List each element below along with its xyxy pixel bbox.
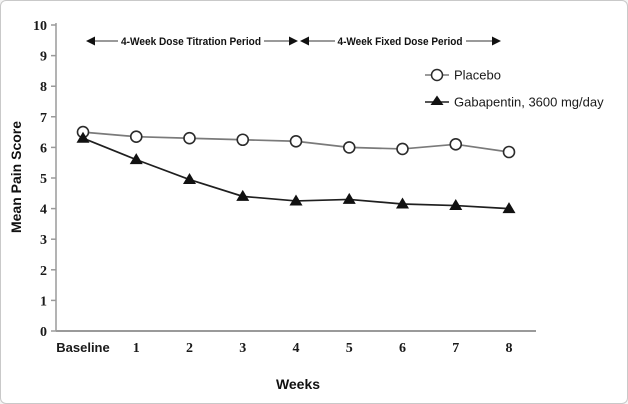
legend-item-gabapentin: Gabapentin, 3600 mg/day bbox=[425, 95, 604, 110]
x-axis-title: Weeks bbox=[276, 376, 320, 392]
placebo-marker bbox=[396, 142, 409, 156]
arrow-left-icon bbox=[300, 36, 309, 46]
y-axis-title: Mean Pain Score bbox=[8, 121, 24, 233]
dose-titration-period-annotation: 4-Week Dose Titration Period bbox=[86, 33, 298, 49]
y-tick-label: 5 bbox=[40, 172, 47, 187]
gabapentin-3600-mg-day-marker bbox=[289, 194, 303, 206]
titration-period-label: 4-Week Dose Titration Period bbox=[121, 36, 261, 48]
x-tick-label: 6 bbox=[399, 341, 406, 356]
x-tick-label: 5 bbox=[346, 341, 353, 356]
filled-triangle-icon bbox=[430, 95, 444, 105]
y-tick-label: 7 bbox=[40, 111, 47, 126]
arrow-left-icon bbox=[86, 36, 95, 46]
arrow-right-icon bbox=[492, 36, 501, 46]
x-tick-label: Baseline bbox=[56, 340, 109, 355]
y-tick-label: 6 bbox=[40, 141, 47, 156]
fixed-label-backdrop bbox=[335, 33, 466, 49]
y-tick-label: 1 bbox=[40, 294, 47, 309]
fixed-dose-period-annotation: 4-Week Fixed Dose Period bbox=[300, 33, 501, 49]
placebo-legend-label: Placebo bbox=[454, 68, 501, 83]
x-tick-label: 1 bbox=[133, 341, 140, 356]
gabapentin-3600-mg-day-marker bbox=[449, 199, 463, 211]
placebo-marker bbox=[129, 130, 143, 143]
gabapentin-3600-mg-day-marker bbox=[502, 202, 516, 214]
placebo-marker bbox=[342, 141, 356, 154]
x-tick-label: 7 bbox=[452, 341, 459, 356]
x-tick-label: 3 bbox=[239, 341, 246, 356]
placebo-marker bbox=[183, 131, 196, 145]
placebo-marker bbox=[289, 134, 303, 148]
legend: Placebo Gabapentin, 3600 mg/day bbox=[425, 68, 604, 110]
placebo-marker bbox=[449, 138, 463, 151]
gabapentin-3600-mg-day-marker bbox=[236, 189, 250, 201]
x-tick-label: 8 bbox=[506, 341, 513, 356]
placebo-marker bbox=[502, 145, 516, 159]
gabapentin-3600-mg-day-marker bbox=[183, 173, 196, 185]
gabapentin-3600-mg-day-marker bbox=[76, 131, 90, 143]
open-circle-icon bbox=[430, 68, 444, 82]
placebo-marker bbox=[236, 133, 250, 147]
y-tick-label: 2 bbox=[40, 264, 47, 279]
y-tick-label: 10 bbox=[33, 19, 47, 34]
y-tick-label: 4 bbox=[40, 203, 47, 218]
x-tick-label: 2 bbox=[186, 341, 193, 356]
gabapentin-3600-mg-day-marker bbox=[342, 192, 356, 204]
y-axis-ticks: 0 1 2 3 4 5 6 7 8 9 10 bbox=[33, 19, 56, 340]
y-tick-label: 3 bbox=[40, 233, 47, 248]
x-axis-ticks: Baseline 1 2 3 4 5 6 7 8 bbox=[56, 340, 512, 356]
y-tick-label: 9 bbox=[40, 50, 47, 65]
gabapentin-3600-mg-day-marker bbox=[129, 153, 143, 165]
gabapentin-legend-label: Gabapentin, 3600 mg/day bbox=[454, 95, 604, 110]
titration-label-backdrop bbox=[118, 33, 264, 49]
legend-item-placebo: Placebo bbox=[425, 68, 501, 83]
axes: 0 1 2 3 4 5 6 7 8 9 10 Baseline 1 2 3 4 5 6 7 8 bbox=[33, 19, 536, 356]
y-tick-label: 8 bbox=[40, 80, 47, 95]
gabapentin-3600-mg-day-marker bbox=[396, 197, 409, 209]
y-tick-label: 0 bbox=[40, 325, 47, 340]
arrow-right-icon bbox=[289, 36, 298, 46]
fixed-period-label: 4-Week Fixed Dose Period bbox=[338, 36, 463, 48]
series-layer bbox=[76, 125, 516, 214]
x-tick-label: 4 bbox=[293, 341, 300, 356]
